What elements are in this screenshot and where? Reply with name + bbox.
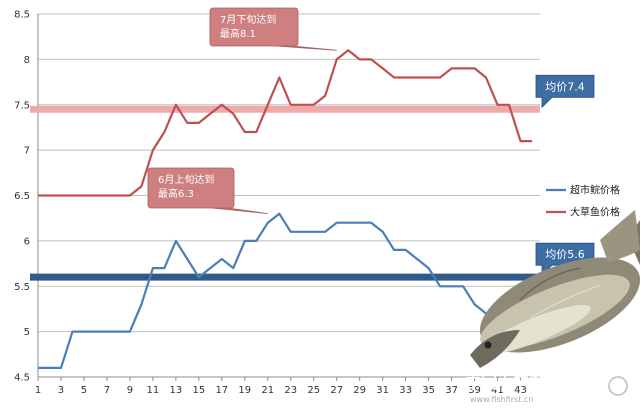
average-label: 均价5.6 — [545, 248, 585, 261]
legend-label: 超市鲩价格 — [570, 184, 620, 197]
x-tick-label: 41 — [491, 385, 504, 396]
x-tick-label: 43 — [514, 385, 527, 396]
x-tick-label: 23 — [284, 385, 297, 396]
x-tick-label: 3 — [58, 385, 64, 396]
callout-box — [209, 7, 299, 47]
y-tick-label: 5 — [24, 327, 30, 338]
y-tick-label: 6.5 — [14, 191, 30, 202]
x-tick-label: 27 — [330, 385, 343, 396]
x-tick-label: 9 — [127, 385, 133, 396]
x-tick-label: 1 — [35, 385, 41, 396]
average-lines: 均价7.4 均价5.6 — [30, 74, 595, 281]
x-tick-label: 35 — [422, 385, 435, 396]
x-tick-label: 33 — [399, 385, 412, 396]
callout-text: 最高6.3 — [158, 187, 194, 200]
y-tick-label: 7 — [24, 146, 30, 157]
x-tick-label: 15 — [192, 385, 205, 396]
x-tick-label: 5 — [81, 385, 87, 396]
y-tick-label: 6 — [24, 236, 30, 247]
average-label: 均价7.4 — [545, 80, 585, 93]
x-tick-label: 29 — [353, 385, 366, 396]
series-lines — [38, 49, 533, 369]
callout-box — [147, 167, 235, 209]
watermark-logo-icon — [608, 376, 628, 396]
x-tick-label: 7 — [104, 385, 110, 396]
x-axis-ticks: 1 3 5 7 9 11 13 15 17 19 21 23 25 27 29 31 33 35 37 39 41 43 — [35, 377, 527, 396]
y-tick-label: 7.5 — [14, 100, 30, 111]
x-tick-label: 13 — [169, 385, 182, 396]
x-tick-label: 37 — [445, 385, 458, 396]
watermark-subtext: www.fishfirst.cn — [470, 395, 533, 404]
grass-carp-icon — [470, 210, 640, 368]
x-tick-label: 17 — [215, 385, 228, 396]
callout-text: 7月下旬达到 — [220, 13, 276, 26]
y-tick-label: 5.5 — [14, 282, 30, 293]
x-tick-label: 21 — [261, 385, 274, 396]
series-line — [38, 212, 533, 369]
y-tick-label: 8.5 — [14, 10, 30, 21]
x-tick-label: 31 — [376, 385, 389, 396]
x-tick-label: 19 — [238, 385, 251, 396]
x-tick-label: 25 — [307, 385, 320, 396]
callout-text: 最高8.1 — [220, 27, 256, 40]
y-tick-label: 8 — [24, 55, 30, 66]
legend-label: 大草鱼价格 — [570, 206, 620, 219]
series-line — [38, 49, 532, 197]
average-label-box — [535, 74, 595, 109]
x-tick-label: 11 — [147, 385, 160, 396]
x-tick-label: 39 — [468, 385, 481, 396]
watermark-text: 中国水产频道 — [465, 373, 561, 392]
y-tick-label: 4.5 — [14, 373, 30, 384]
watermark: 中国水产频道 www.fishfirst.cn — [465, 373, 628, 404]
callout-text: 6月上旬达到 — [158, 173, 214, 186]
y-axis-ticks: 4.5 5 5.5 6 6.5 7 7.5 8 8.5 — [14, 10, 30, 384]
